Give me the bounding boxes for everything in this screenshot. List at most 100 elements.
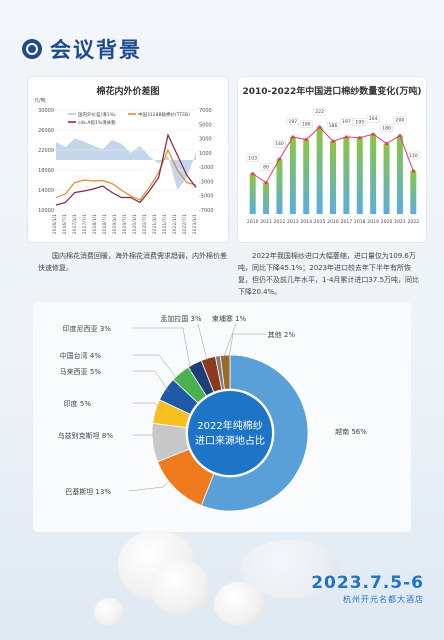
data-label: 200: [396, 118, 405, 124]
donut-label: 越南 56%: [335, 427, 367, 436]
cotton-ball-decoration: [94, 598, 124, 626]
y-tick-right: 3000: [199, 137, 212, 143]
bar: [410, 170, 417, 214]
x-tick: 2016/7/1: [62, 214, 68, 234]
bar: [383, 143, 390, 214]
x-tick: 2015: [314, 219, 326, 225]
trend-point: [291, 135, 295, 139]
series-line: [55, 133, 197, 206]
bar: [330, 141, 336, 214]
x-tick: 2016: [327, 219, 339, 225]
data-label: 195: [355, 120, 364, 126]
bar: [370, 134, 377, 214]
leader-line: [133, 354, 179, 381]
cotton-logo-icon: [22, 39, 42, 59]
y-tick-right: -7000: [199, 208, 214, 214]
legend-label: cdk.A指1%滑关税: [78, 119, 116, 126]
y-tick-left: 10000: [38, 208, 54, 214]
leader-line: [133, 402, 164, 413]
data-label-box: [246, 154, 259, 162]
y-tick-left: 26000: [38, 128, 54, 134]
donut-label: 孟加拉国 3%: [160, 314, 202, 323]
x-tick: 2019/1/1: [112, 214, 118, 234]
x-tick: 2017/1/1: [72, 214, 78, 234]
trend-point: [264, 181, 268, 185]
event-date: 2023.7.5-6: [311, 573, 424, 593]
bar: [396, 135, 403, 214]
spread-area: [56, 138, 196, 190]
data-label: 80: [263, 165, 269, 171]
x-tick: 2021/1/1: [152, 214, 158, 234]
x-tick: 2011: [260, 219, 272, 225]
x-tick: 2018: [354, 219, 366, 225]
price-spread-title: 棉花内外价差图: [96, 87, 160, 97]
cotton-ball-decoration: [150, 560, 210, 615]
donut-center-line2: 进口来源地占比: [195, 434, 265, 447]
series-lines: [55, 133, 197, 206]
donut-slice: [219, 354, 231, 390]
trend-point: [304, 138, 308, 142]
donut-label: 中国台湾 4%: [60, 351, 102, 360]
data-label: 110: [409, 153, 418, 159]
data-label: 197: [288, 119, 297, 125]
bars: 2010 103 2011 80 2012 140 2013 197 2014 190 2015 22…: [246, 107, 420, 225]
donut-label: 印度 5%: [64, 399, 92, 408]
data-label-box: [286, 117, 300, 126]
x-tick: 2014: [300, 219, 312, 225]
data-label-box: [353, 118, 366, 126]
data-label-box: [380, 124, 393, 132]
y-tick-right: -1000: [199, 165, 214, 171]
donut-slices: [151, 354, 309, 512]
x-tick: 2023/1/1: [192, 214, 198, 234]
trend-point: [398, 134, 402, 138]
data-label-box: [393, 116, 407, 124]
x-tick: 2022: [407, 219, 419, 225]
import-volume-chart: 2010 103 2011 80 2012 140 2013 197 2014 190 2015 22…: [246, 107, 420, 225]
donut-label: 印度尼西亚 3%: [63, 324, 112, 333]
donut-slice: [200, 354, 309, 512]
trend-point: [358, 136, 362, 140]
y-tick-left: 14000: [38, 188, 54, 194]
trend-point: [344, 135, 348, 139]
x-tick: 2021/7/1: [162, 214, 168, 234]
trend-point: [251, 172, 255, 176]
series-spread-area: [56, 138, 196, 190]
paragraph-right: 2022年我国棉纱进口大幅萎缩，进口量仅为109.6万吨，同比下降45.1%；2…: [238, 252, 420, 296]
price-spread-card: 棉花内外价差图 元/吨 国内外价差(滑1%) 中国3128B级棉价(TTEB) cd…: [28, 77, 228, 242]
data-label-box: [326, 122, 340, 130]
x-tick: 2017: [341, 219, 353, 225]
trend-point: [331, 139, 335, 143]
x-tick: 2017/7/1: [82, 214, 88, 234]
data-label: 180: [382, 126, 391, 132]
data-label-box: [300, 120, 313, 128]
trend-point: [277, 157, 282, 161]
donut-center: [188, 391, 272, 475]
page-header: 会议背景: [22, 34, 142, 64]
leader-line: [133, 327, 192, 373]
data-label-box: [273, 140, 286, 148]
y-tick-right: 7000: [199, 108, 212, 114]
unit-label: 元/吨: [34, 97, 46, 104]
y-tick-right: -3000: [199, 179, 214, 185]
data-label-box: [313, 107, 326, 116]
bar: [263, 182, 270, 214]
y-tick-left: 30000: [38, 108, 54, 114]
data-label: 190: [302, 122, 311, 128]
bar: [249, 173, 256, 214]
x-tick: 2020/7/1: [142, 214, 148, 234]
trend-point: [318, 125, 322, 129]
source-share-donut: 越南 56% 巴基斯坦 13% 乌兹别克斯坦 8% 印度 5% 马来西亚 5% 中国台湾 …: [58, 314, 367, 512]
donut-center-line1: 2022年纯棉纱: [197, 419, 262, 432]
chart-legend: 国内外价差(滑1%) 中国3128B级棉价(TTEB) cdk.A指1%滑关税: [68, 111, 190, 126]
legend-label: 国内外价差(滑1%): [78, 111, 116, 118]
leader-line: [133, 370, 170, 393]
x-tick: 2018/1/1: [92, 214, 98, 234]
axes: 30000 26000 22000 18000 14000 10000 7000 5000 30…: [38, 108, 213, 234]
trend-point: [384, 141, 389, 146]
x-tick: 2013: [287, 219, 299, 225]
x-tick: 2019/7/1: [122, 214, 128, 234]
data-label: 186: [329, 123, 338, 129]
event-venue: 杭州开元名都大酒店: [343, 595, 424, 604]
x-tick: 2022/7/1: [182, 214, 188, 234]
data-label: 103: [248, 156, 257, 162]
